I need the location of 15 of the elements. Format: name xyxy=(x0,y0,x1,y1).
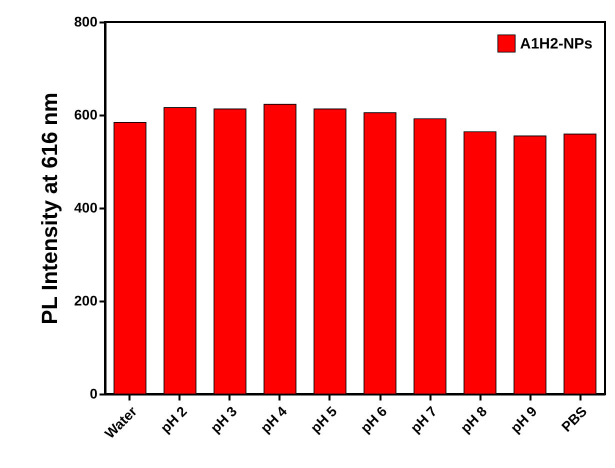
y-tick-label: 800 xyxy=(74,14,98,30)
x-tick-label: pH 9 xyxy=(507,402,540,436)
x-tick-label: pH 8 xyxy=(457,402,490,436)
y-tick-label: 400 xyxy=(74,200,98,216)
x-tick-label: pH 6 xyxy=(357,402,390,436)
y-tick-label: 200 xyxy=(74,292,98,308)
x-tick-label: pH 3 xyxy=(207,402,240,436)
y-tick-label: 0 xyxy=(90,386,98,402)
x-tick-label: pH 2 xyxy=(157,402,190,436)
legend-label: A1H2-NPs xyxy=(520,36,593,52)
x-tick-label: pH 4 xyxy=(257,402,290,436)
y-tick-label: 600 xyxy=(74,106,98,122)
x-tick-label: pH 5 xyxy=(307,402,340,436)
x-tick-label: pH 7 xyxy=(407,402,440,436)
y-axis-title: PL Intensity at 616 nm xyxy=(37,92,62,324)
